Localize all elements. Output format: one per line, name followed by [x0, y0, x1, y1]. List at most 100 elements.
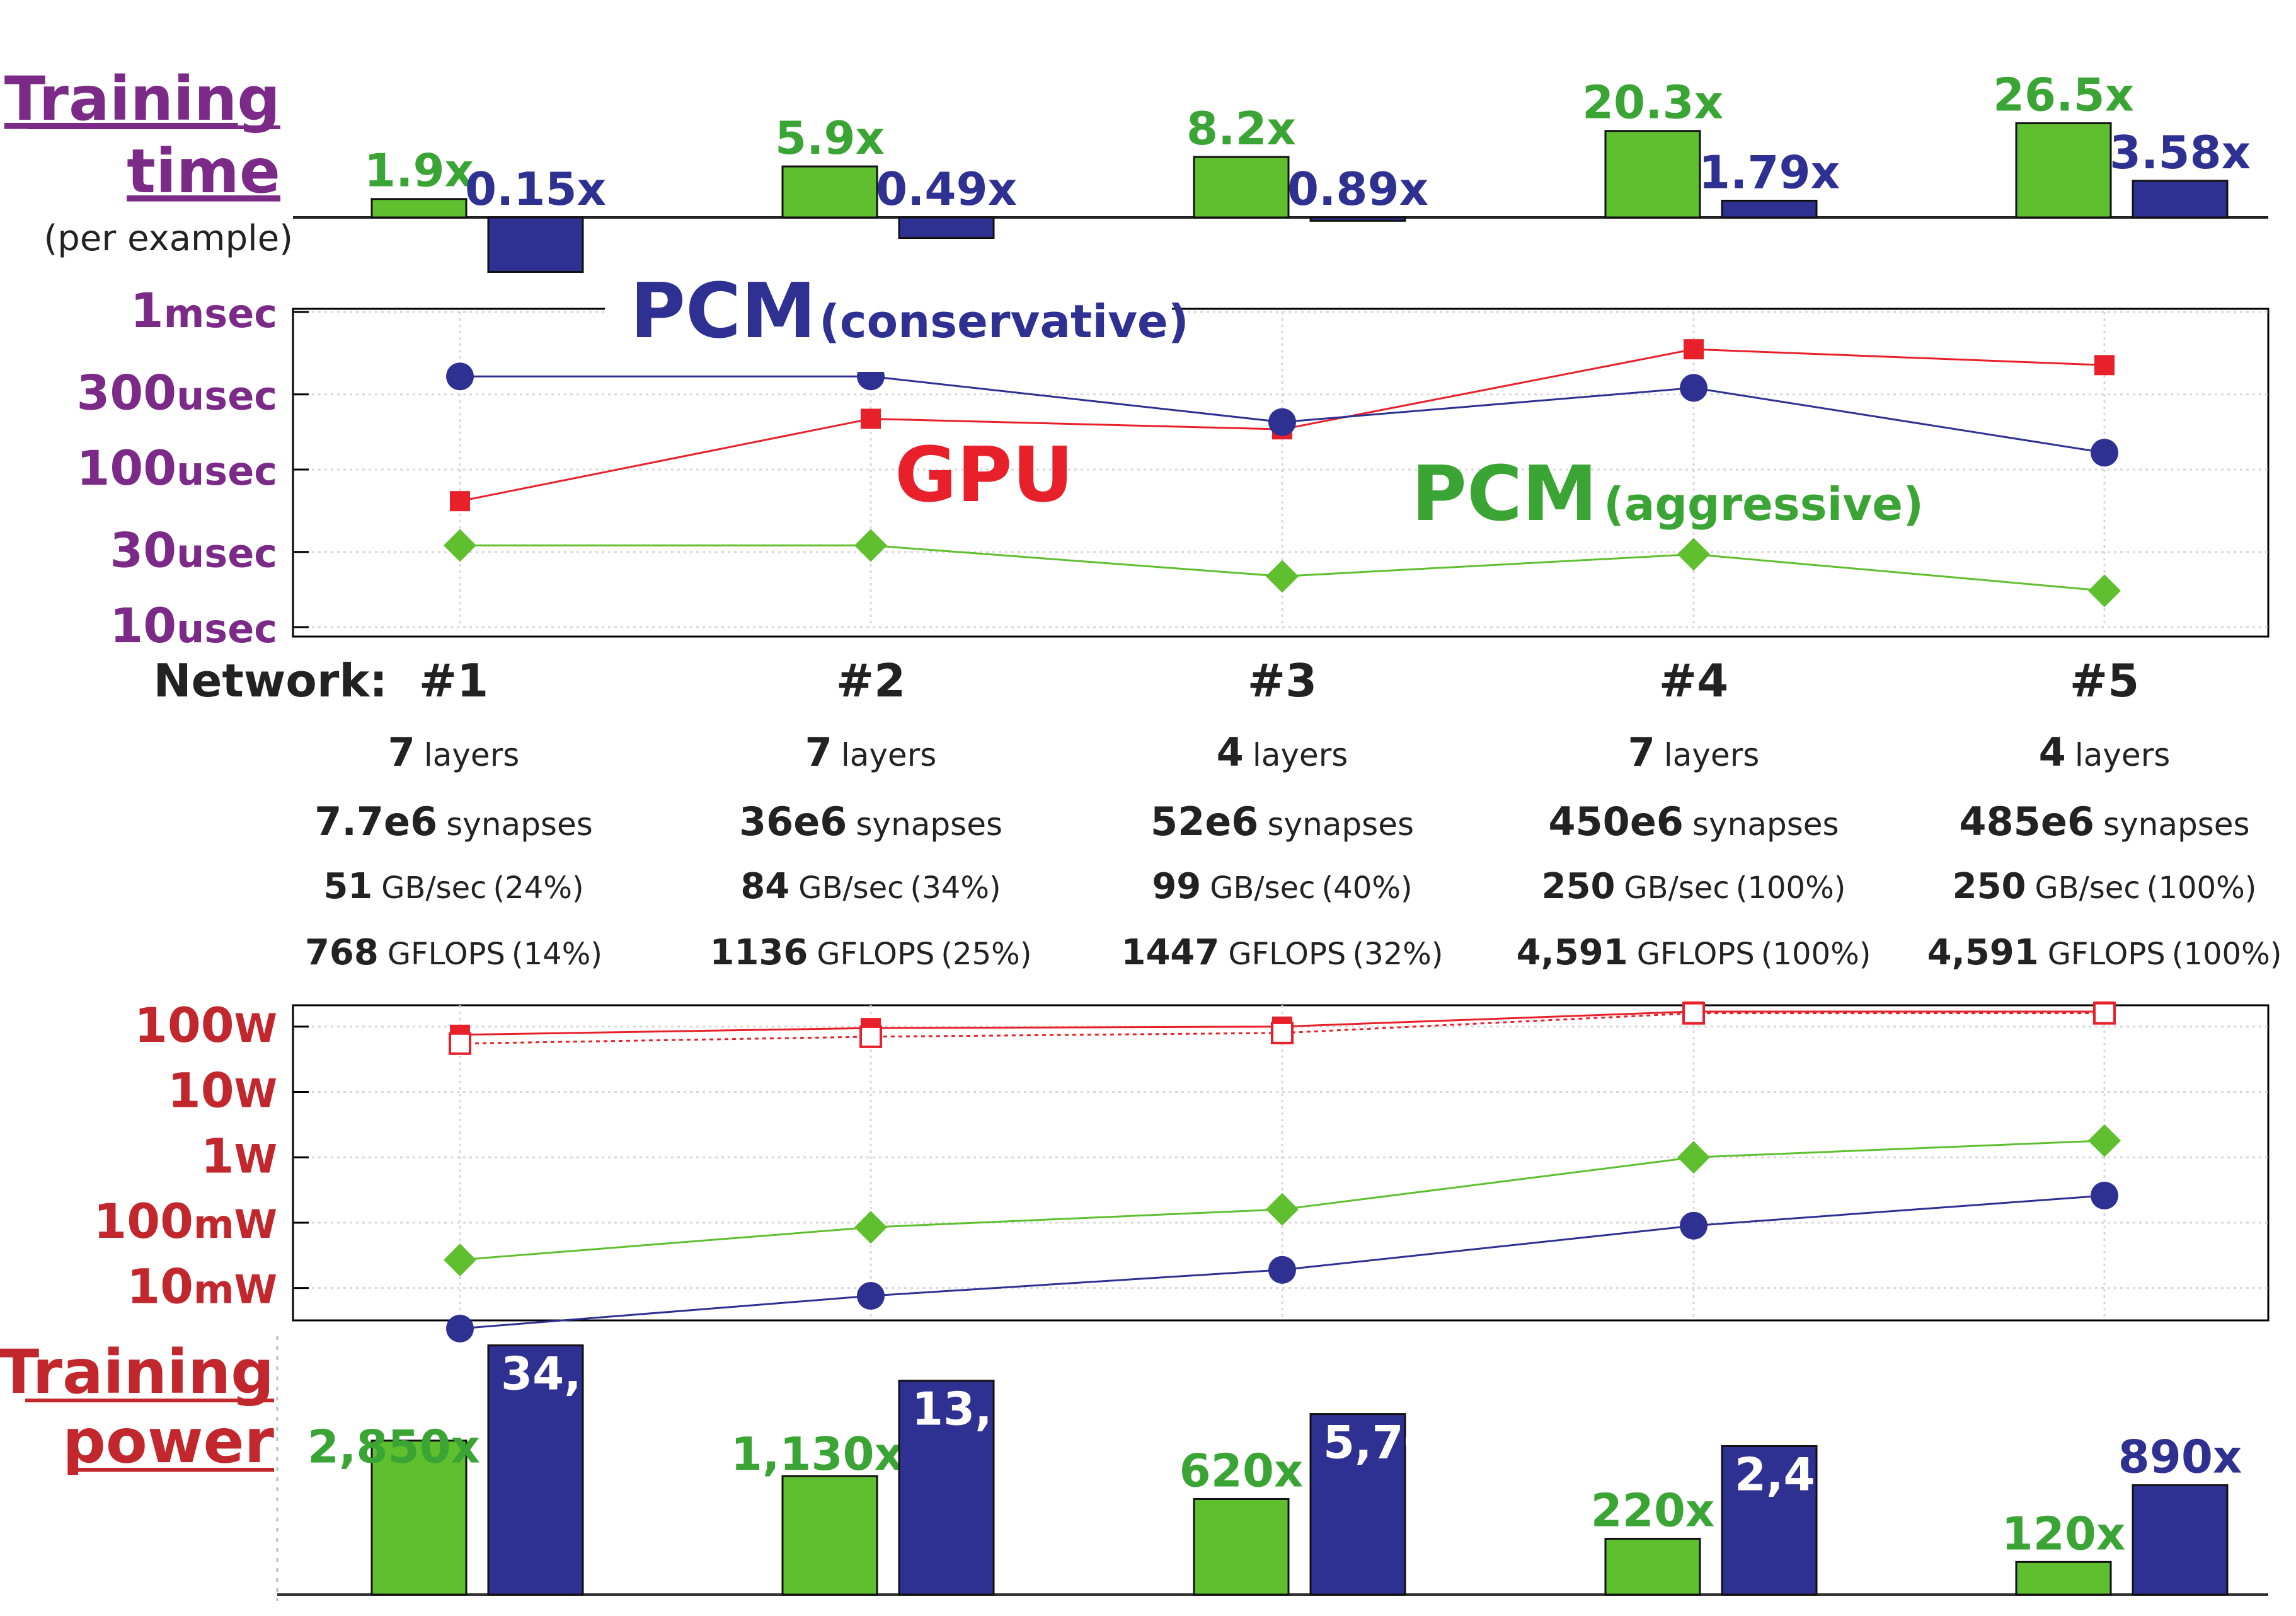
power-y-tick-unit: mW: [193, 1201, 277, 1247]
power-bar-aggressive-net4: [1604, 1537, 1701, 1596]
network-1-gflops-pct: (14%): [512, 937, 602, 972]
power-point-pcm-conservative--net3: [1268, 1255, 1296, 1284]
network-4-gflops-value: 4,591: [1517, 932, 1628, 973]
power-bar-label-conservative-net3: 5,700x: [1323, 1416, 1496, 1469]
time-bar-aggressive-net2: [781, 165, 878, 219]
network-3-bandwidth: 99 GB/sec (40%): [1152, 866, 1412, 907]
network-name-5: #5: [2070, 654, 2139, 707]
time-point-pcm-conservative--net5: [2091, 439, 2118, 467]
time-y-tick-unit: msec: [164, 291, 277, 337]
training-power-title-line1: Training: [0, 1337, 274, 1407]
power-bar-label-conservative-net2: 13,600x: [912, 1383, 1116, 1436]
time-y-tick-label: 30usec: [110, 522, 277, 579]
power-point-pcm-aggressive--net2: [854, 1211, 887, 1244]
network-2-bandwidth-value: 84: [740, 866, 789, 907]
time-bar-aggressive-net4: [1604, 130, 1701, 219]
network-3-synapses-unit: synapses: [1267, 806, 1414, 843]
network-2-gflops-pct: (25%): [941, 937, 1031, 972]
network-4-gflops-unit: GFLOPS: [1637, 937, 1755, 972]
network-5-layers: 4 layers: [2039, 729, 2171, 775]
time-bar-label-aggressive-net5: 26.5x: [1993, 69, 2134, 122]
network-1-gflops-unit: GFLOPS: [387, 937, 505, 972]
network-2-bandwidth: 84 GB/sec (34%): [740, 866, 1001, 907]
time-bar-label-conservative-net1: 0.15x: [465, 163, 606, 216]
network-1-bandwidth: 51 GB/sec (24%): [323, 866, 583, 907]
time-bar-label-aggressive-net3: 8.2x: [1186, 102, 1296, 155]
network-3-gflops: 1447 GFLOPS (32%): [1121, 932, 1443, 973]
network-2-bandwidth-unit: GB/sec: [798, 870, 904, 906]
power-y-tick-num: 100: [134, 997, 234, 1053]
network-2-bandwidth-pct: (34%): [910, 870, 1001, 906]
time-y-tick-num: 10: [110, 597, 176, 654]
power-bar-label-conservative-net4: 2,470x: [1735, 1448, 1907, 1501]
power-bar-conservative-net2: [898, 1380, 995, 1596]
power-point-gpu-alt--net4: [1682, 1001, 1705, 1025]
time-bar-aggressive-net1: [370, 198, 468, 219]
time-y-tick-num: 30: [110, 522, 176, 579]
pcm-conservative-label-bg: [605, 277, 1172, 372]
time-bar-label-conservative-net3: 0.89x: [1287, 163, 1428, 216]
time-bar-conservative-net4: [1721, 199, 1818, 219]
time-point-pcm-aggressive--net3: [1266, 560, 1299, 593]
network-3-gflops-pct: (32%): [1352, 937, 1443, 972]
power-y-tick-unit: W: [234, 1005, 277, 1051]
time-point-pcm-aggressive--net5: [2088, 574, 2121, 608]
power-bar-label-aggressive-net4: 220x: [1591, 1484, 1715, 1537]
network-2-layers-unit: layers: [841, 737, 937, 773]
time-point-pcm-aggressive--net4: [1677, 538, 1710, 571]
network-name-2: #2: [836, 654, 905, 707]
power-point-pcm-conservative--net5: [2091, 1181, 2118, 1209]
network-4-gflops-pct: (100%): [1761, 937, 1871, 972]
network-5-layers-unit: layers: [2075, 737, 2171, 773]
network-2-synapses: 36e6 synapses: [739, 799, 1002, 845]
network-1-gflops-value: 768: [305, 932, 379, 973]
network-2-layers-value: 7: [805, 729, 832, 775]
power-y-tick-label: 1W: [201, 1128, 277, 1184]
power-point-gpu-alt--net3: [1271, 1021, 1294, 1044]
power-bar-aggressive-net5: [2015, 1561, 2112, 1596]
power-y-tick-num: 10: [127, 1259, 193, 1315]
time-y-tick-num: 100: [77, 440, 177, 496]
power-bar-aggressive-net1: [370, 1440, 468, 1596]
time-y-tick-unit: usec: [176, 606, 277, 652]
time-bar-conservative-net1: [487, 216, 584, 274]
power-bar-label-aggressive-net2: 1,130x: [731, 1428, 904, 1480]
time-y-tick-label: 300usec: [77, 365, 278, 421]
power-bar-aggressive-net2: [781, 1475, 878, 1596]
network-4-bandwidth: 250 GB/sec (100%): [1542, 866, 1846, 907]
power-point-pcm-conservative--net1: [446, 1314, 474, 1342]
network-3-gflops-value: 1447: [1121, 932, 1219, 973]
per-example-subtitle: (per example): [43, 218, 293, 259]
power-point-gpu-alt--net5: [2093, 1001, 2116, 1025]
training-time-title: Training time: [4, 64, 280, 207]
time-y-tick-unit: usec: [176, 373, 277, 419]
time-bar-label-conservative-net5: 3.58x: [2109, 126, 2251, 179]
power-y-tick-label: 10mW: [127, 1259, 277, 1315]
time-point-pcm-aggressive--net1: [444, 529, 476, 562]
network-5-gflops-value: 4,591: [1927, 932, 2039, 973]
time-point-gpu-net2: [861, 408, 881, 429]
network-4-bandwidth-pct: (100%): [1736, 870, 1846, 906]
network-5-synapses: 485e6 synapses: [1959, 799, 2249, 845]
time-bar-aggressive-net3: [1193, 156, 1290, 219]
power-point-pcm-aggressive--net3: [1266, 1192, 1299, 1226]
network-5-synapses-value: 485e6: [1959, 799, 2094, 845]
time-series-group: [444, 339, 2121, 608]
power-y-tick-num: 10: [168, 1063, 234, 1119]
network-5-synapses-unit: synapses: [2103, 806, 2250, 843]
network-4-layers: 7 layers: [1628, 729, 1760, 775]
pcm-conservative-main: PCM: [630, 268, 816, 355]
network-1-bandwidth-unit: GB/sec: [381, 870, 486, 906]
network-2-synapses-unit: synapses: [856, 806, 1002, 843]
power-point-pcm-conservative--net4: [1680, 1211, 1708, 1240]
power-point-gpu-alt--net2: [859, 1025, 882, 1048]
power-bar-label-aggressive-net1: 2,850x: [307, 1421, 480, 1474]
power-y-tick-unit: mW: [193, 1267, 277, 1313]
power-bar-label-aggressive-net3: 620x: [1180, 1444, 1304, 1497]
power-y-tick-label: 100W: [134, 997, 277, 1053]
time-y-tick-unit: usec: [176, 448, 277, 494]
pcm-aggressive-main: PCM: [1411, 451, 1597, 538]
network-4-layers-value: 7: [1628, 729, 1655, 775]
